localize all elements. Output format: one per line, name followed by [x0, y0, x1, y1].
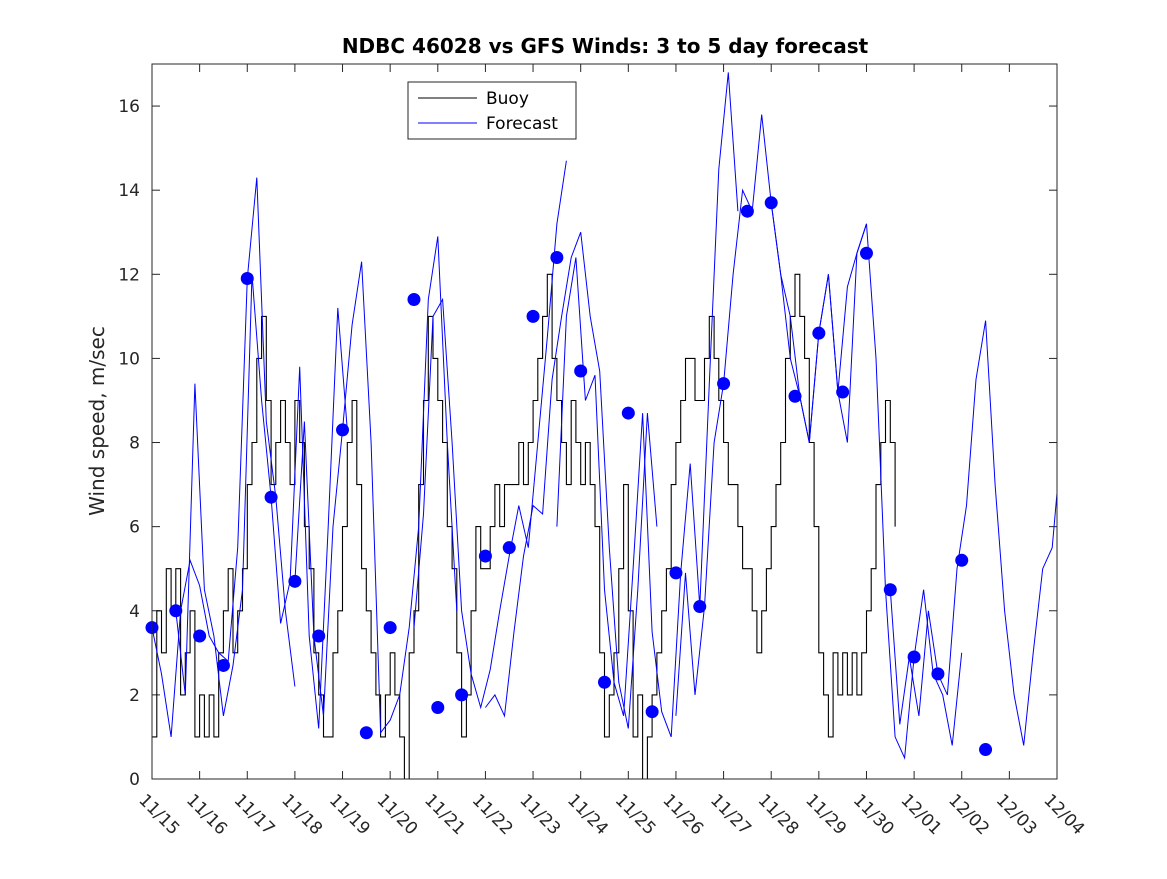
forecast-marker: [455, 688, 469, 702]
forecast-series-line-1: [151, 177, 296, 737]
y-tick-label: 16: [118, 97, 140, 117]
legend-buoy-label: Buoy: [486, 89, 529, 109]
forecast-marker: [788, 389, 802, 403]
forecast-series-line-9: [889, 320, 1058, 746]
plot-area: 024681012141611/1511/1611/1711/1811/1911…: [118, 63, 1088, 839]
forecast-marker: [550, 250, 564, 264]
forecast-marker: [169, 604, 183, 618]
forecast-series-line-4: [413, 160, 567, 710]
forecast-marker: [502, 541, 516, 555]
forecast-marker: [574, 364, 588, 378]
forecast-marker: [621, 406, 635, 420]
forecast-marker: [931, 667, 945, 681]
forecast-marker: [478, 549, 492, 563]
y-tick-label: 12: [118, 265, 140, 285]
forecast-marker: [955, 553, 969, 567]
forecast-marker: [407, 293, 421, 307]
legend: Buoy Forecast: [407, 81, 577, 140]
y-tick-label: 14: [118, 181, 140, 201]
legend-forecast-label: Forecast: [486, 114, 558, 134]
forecast-marker: [264, 490, 278, 504]
forecast-marker: [288, 574, 302, 588]
legend-box: [407, 81, 577, 140]
forecast-marker: [979, 743, 993, 757]
y-tick-label: 4: [129, 602, 140, 622]
forecast-marker: [383, 621, 397, 635]
axes-frame: [151, 63, 1058, 780]
forecast-marker: [669, 566, 683, 580]
forecast-series-line-5: [485, 232, 658, 729]
forecast-marker: [693, 600, 707, 614]
forecast-marker: [336, 423, 350, 437]
forecast-marker: [598, 675, 611, 689]
forecast-marker: [526, 309, 540, 323]
forecast-marker: [431, 701, 445, 714]
y-tick-label: 2: [129, 686, 140, 706]
forecast-series-line-2: [175, 274, 348, 729]
forecast-marker: [812, 326, 826, 340]
forecast-marker: [883, 583, 897, 597]
forecast-marker: [216, 658, 230, 672]
forecast-marker: [740, 204, 754, 218]
forecast-marker: [859, 246, 873, 260]
y-tick-label: 6: [129, 518, 140, 538]
y-tick-label: 8: [129, 434, 140, 454]
forecast-series-line-6: [556, 72, 739, 738]
y-tick-label: 0: [129, 770, 140, 790]
forecast-marker: [717, 377, 731, 391]
forecast-series-line-3: [294, 236, 458, 735]
forecast-marker: [764, 196, 778, 210]
y-tick-label: 10: [118, 349, 140, 369]
forecast-marker: [240, 272, 254, 285]
forecast-marker: [836, 385, 850, 399]
forecast-marker: [312, 629, 326, 643]
forecast-marker: [907, 650, 921, 664]
forecast-marker: [645, 705, 659, 719]
forecast-marker: [193, 629, 207, 643]
chart-title: NDBC 46028 vs GFS Winds: 3 to 5 day fore…: [342, 34, 869, 58]
y-axis-label: Wind speed, m/sec: [85, 326, 109, 516]
forecast-marker: [359, 726, 373, 740]
forecast-series-line-8: [770, 202, 963, 760]
